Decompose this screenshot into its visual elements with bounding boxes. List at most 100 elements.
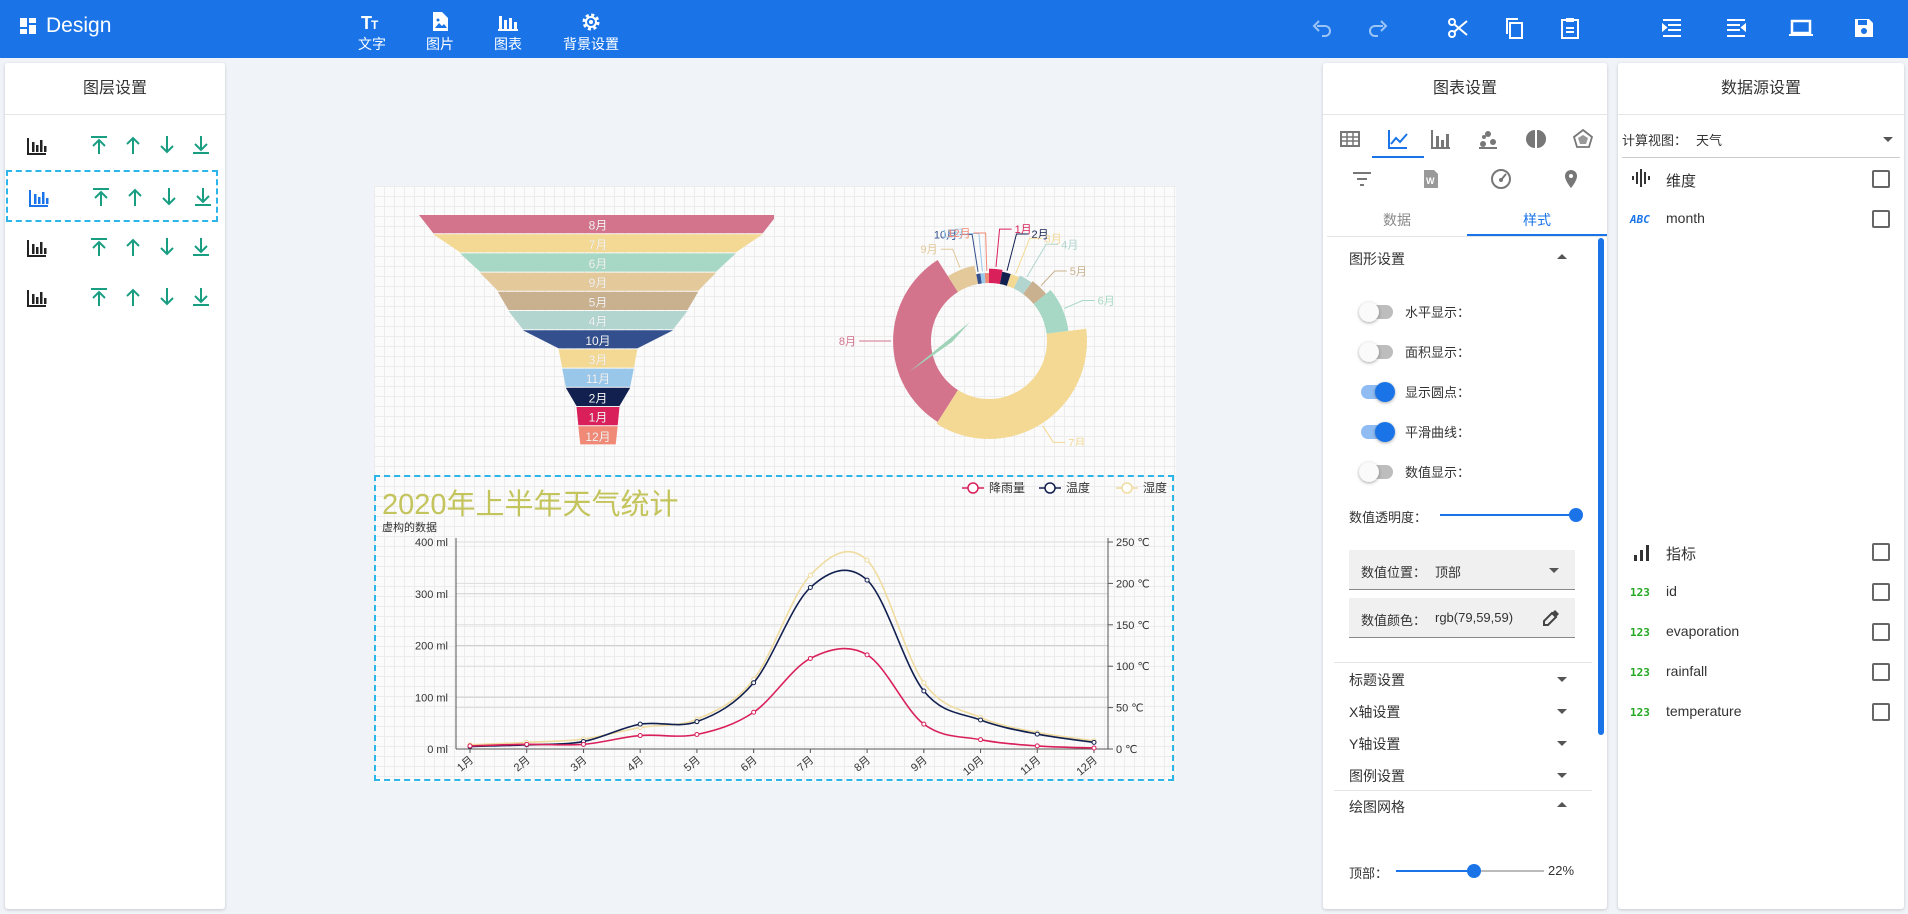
chevron-up-icon[interactable] xyxy=(1557,254,1567,259)
move-up-icon[interactable] xyxy=(122,134,144,156)
eyedropper-icon[interactable] xyxy=(1541,608,1561,628)
pie-slice[interactable] xyxy=(947,265,979,293)
move-up-icon[interactable] xyxy=(122,236,144,258)
line-chart-tab[interactable] xyxy=(1372,120,1424,158)
wordcloud-chart-icon[interactable]: W xyxy=(1420,168,1442,190)
series-line[interactable] xyxy=(469,550,1095,746)
data-point[interactable] xyxy=(864,652,870,658)
measure-checkbox[interactable] xyxy=(1872,663,1890,681)
funnel-segment[interactable] xyxy=(576,407,620,426)
pie-slice[interactable] xyxy=(1013,275,1032,295)
redo-icon[interactable] xyxy=(1366,16,1390,40)
view-select[interactable]: 计算视图： 天气 xyxy=(1622,124,1900,158)
undo-icon[interactable] xyxy=(1310,16,1334,40)
bar-chart-icon[interactable] xyxy=(1430,128,1452,150)
move-up-icon[interactable] xyxy=(124,186,146,208)
funnel-segment[interactable] xyxy=(558,349,638,368)
funnel-chart[interactable]: 8月 7月 6月 9月 5月 4月 10月 3月 11月 2月 1月 12月 xyxy=(374,186,774,446)
radar-chart-icon[interactable] xyxy=(1572,128,1594,150)
funnel-segment[interactable] xyxy=(522,330,674,349)
graphic-settings-header[interactable]: 图形设置 xyxy=(1349,251,1405,267)
pie-slice[interactable] xyxy=(999,271,1011,286)
value-position-select[interactable]: 数值位置： 顶部 xyxy=(1349,550,1575,590)
layer-row[interactable] xyxy=(6,272,218,324)
toggle-switch[interactable] xyxy=(1359,342,1393,362)
data-point[interactable] xyxy=(864,557,870,563)
settings-section-header[interactable]: 图例设置 xyxy=(1349,766,1569,788)
gauge-chart-icon[interactable] xyxy=(1490,168,1512,190)
funnel-segment[interactable] xyxy=(479,272,717,291)
chevron-up-icon[interactable] xyxy=(1557,802,1567,807)
measure-field[interactable]: evaporation xyxy=(1666,623,1740,639)
opacity-slider-thumb[interactable] xyxy=(1569,508,1583,522)
funnel-segment[interactable] xyxy=(578,426,618,445)
measure-checkbox[interactable] xyxy=(1872,623,1890,641)
tab-data[interactable]: 数据 xyxy=(1383,212,1411,228)
data-point[interactable] xyxy=(524,741,530,747)
series-line[interactable] xyxy=(469,647,1095,749)
scatter-chart-icon[interactable] xyxy=(1477,128,1499,150)
data-point[interactable] xyxy=(694,732,700,738)
measure-field[interactable]: id xyxy=(1666,583,1677,599)
funnel-segment[interactable] xyxy=(508,311,688,330)
dimension-select-all-checkbox[interactable] xyxy=(1872,170,1890,188)
settings-section-header[interactable]: Y轴设置 xyxy=(1349,734,1569,756)
data-point[interactable] xyxy=(921,721,927,727)
funnel-segment[interactable] xyxy=(565,387,631,406)
dimension-checkbox[interactable] xyxy=(1872,210,1890,228)
data-point[interactable] xyxy=(807,572,813,578)
layer-row[interactable] xyxy=(6,170,218,222)
background-settings-tool[interactable]: 背景设置 xyxy=(562,12,620,54)
table-chart-icon[interactable] xyxy=(1339,128,1361,150)
move-to-top-icon[interactable] xyxy=(88,236,110,258)
data-point[interactable] xyxy=(864,577,870,583)
move-to-top-icon[interactable] xyxy=(88,134,110,156)
move-to-top-icon[interactable] xyxy=(88,286,110,308)
data-point[interactable] xyxy=(807,585,813,591)
settings-section-header[interactable]: X轴设置 xyxy=(1349,702,1569,724)
measure-checkbox[interactable] xyxy=(1872,583,1890,601)
toggle-switch[interactable] xyxy=(1361,382,1395,402)
move-down-icon[interactable] xyxy=(156,286,178,308)
data-point[interactable] xyxy=(1091,739,1097,745)
design-canvas[interactable]: 8月 7月 6月 9月 5月 4月 10月 3月 11月 2月 1月 12月 1月 2月 3月 4月 5月 6月… xyxy=(374,186,1176,782)
funnel-segment[interactable] xyxy=(562,368,634,387)
value-color-field[interactable]: 数值颜色： rgb(79,59,59) xyxy=(1349,598,1575,638)
data-point[interactable] xyxy=(1034,731,1040,737)
grid-settings-header[interactable]: 绘图网格 xyxy=(1349,799,1405,815)
data-point[interactable] xyxy=(637,721,643,727)
preview-icon[interactable] xyxy=(1788,16,1814,40)
pie-slice[interactable] xyxy=(893,259,958,423)
pie-chart-icon[interactable] xyxy=(1525,128,1547,150)
map-chart-icon[interactable] xyxy=(1560,168,1582,190)
data-point[interactable] xyxy=(637,733,643,739)
data-point[interactable] xyxy=(807,655,813,661)
layer-row[interactable] xyxy=(6,120,218,172)
funnel-segment[interactable] xyxy=(433,234,763,253)
save-icon[interactable] xyxy=(1852,16,1876,40)
pie-slice[interactable] xyxy=(980,273,986,284)
measure-field[interactable]: temperature xyxy=(1666,703,1742,719)
measure-select-all-checkbox[interactable] xyxy=(1872,543,1890,561)
data-point[interactable] xyxy=(694,719,700,725)
toggle-switch[interactable] xyxy=(1359,302,1393,322)
data-point[interactable] xyxy=(1091,745,1097,751)
move-up-icon[interactable] xyxy=(122,286,144,308)
data-point[interactable] xyxy=(978,737,984,743)
legend-item[interactable]: 温度 xyxy=(1039,480,1090,495)
move-down-icon[interactable] xyxy=(156,134,178,156)
dimension-field[interactable]: month xyxy=(1666,210,1705,226)
funnel-segment[interactable] xyxy=(460,253,736,272)
data-point[interactable] xyxy=(921,680,927,686)
settings-scrollbar[interactable] xyxy=(1598,238,1604,735)
data-point[interactable] xyxy=(751,709,757,715)
move-down-icon[interactable] xyxy=(158,186,180,208)
tab-style[interactable]: 样式 xyxy=(1467,206,1607,236)
funnel-chart-icon[interactable] xyxy=(1351,168,1373,190)
legend-item[interactable]: 降雨量 xyxy=(962,481,1025,495)
series-line[interactable] xyxy=(469,569,1095,748)
move-to-bottom-icon[interactable] xyxy=(190,236,212,258)
